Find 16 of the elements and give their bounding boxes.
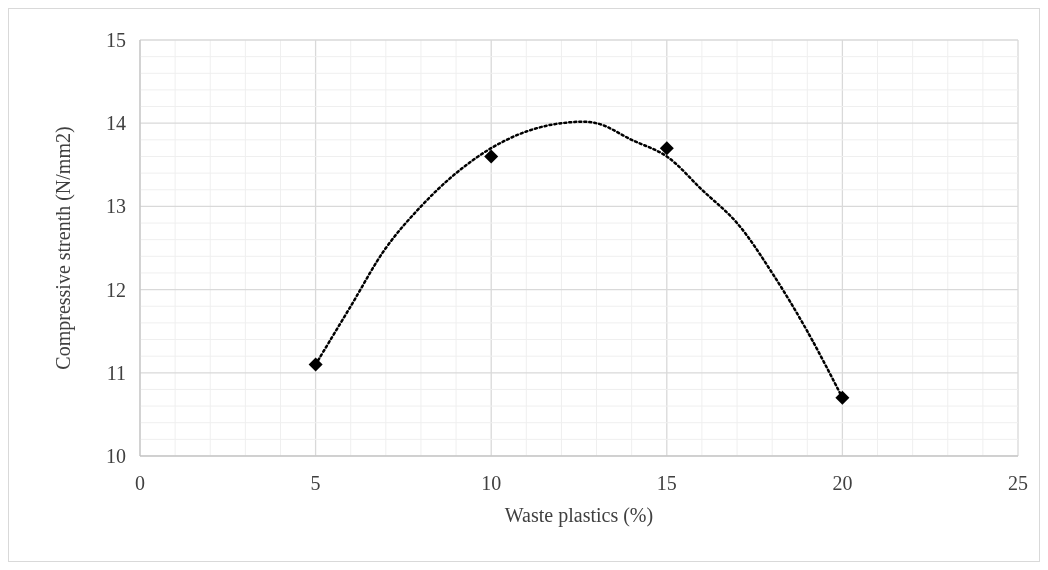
y-tick-label: 11 [106, 361, 126, 384]
y-tick-label: 13 [106, 195, 126, 218]
x-tick-label: 0 [135, 472, 145, 494]
y-tick-label: 12 [106, 278, 126, 301]
y-tick-label: 15 [106, 29, 126, 51]
y-tick-label: 10 [106, 445, 126, 467]
x-tick-label: 20 [832, 472, 853, 494]
x-tick-label: 15 [656, 472, 677, 494]
point [659, 141, 674, 156]
y-axis-title: Compressive strenth (N/mm2) [52, 126, 75, 370]
y-tick-label: 14 [106, 112, 126, 135]
point [484, 149, 499, 164]
x-axis-title: Waste plastics (%) [504, 504, 654, 527]
x-tick-label: 25 [1008, 472, 1028, 494]
x-tick-label: 10 [481, 472, 502, 494]
x-tick-label: 5 [310, 472, 321, 494]
